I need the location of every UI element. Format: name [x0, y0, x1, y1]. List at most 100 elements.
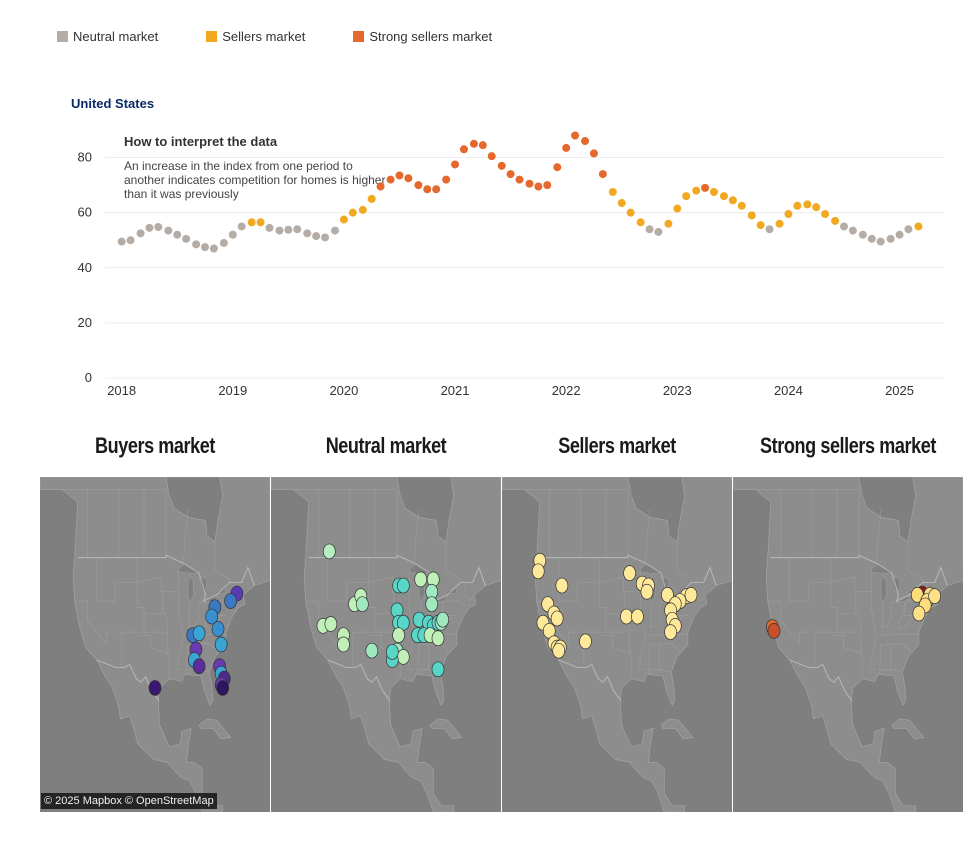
map-marker[interactable] — [431, 630, 445, 647]
map-panel-buyers[interactable] — [40, 477, 270, 812]
map-marker[interactable] — [531, 563, 545, 580]
data-point[interactable] — [525, 179, 534, 188]
data-point[interactable] — [756, 221, 765, 230]
data-point[interactable] — [423, 185, 432, 194]
map-marker[interactable] — [205, 608, 219, 625]
legend-item-sellers[interactable]: Sellers market — [206, 29, 305, 44]
map-marker[interactable] — [550, 610, 564, 627]
map-marker[interactable] — [414, 571, 428, 588]
data-point[interactable] — [553, 163, 562, 172]
data-point[interactable] — [376, 182, 385, 191]
map-panel-sellers[interactable] — [502, 477, 732, 812]
map-canvas[interactable] — [40, 477, 270, 812]
map-marker[interactable] — [620, 608, 633, 625]
map-marker[interactable] — [192, 658, 206, 675]
data-point[interactable] — [237, 222, 246, 231]
map-marker[interactable] — [640, 583, 654, 600]
data-point[interactable] — [692, 186, 701, 195]
data-point[interactable] — [598, 170, 607, 179]
map-marker[interactable] — [431, 661, 445, 678]
data-point[interactable] — [784, 210, 793, 219]
map-marker[interactable] — [912, 605, 926, 622]
map-marker[interactable] — [661, 587, 674, 603]
data-point[interactable] — [654, 227, 663, 236]
data-point[interactable] — [386, 175, 395, 184]
data-point[interactable] — [182, 234, 191, 243]
data-point[interactable] — [701, 183, 710, 192]
data-point[interactable] — [626, 208, 635, 217]
map-marker[interactable] — [664, 624, 677, 640]
map-marker[interactable] — [324, 616, 338, 632]
data-point[interactable] — [451, 160, 460, 169]
data-point[interactable] — [793, 201, 802, 210]
map-marker[interactable] — [148, 680, 162, 696]
data-point[interactable] — [321, 233, 330, 242]
data-point[interactable] — [719, 192, 728, 201]
data-point[interactable] — [673, 204, 682, 213]
map-panel-neutral[interactable] — [271, 477, 501, 812]
data-point[interactable] — [515, 175, 524, 184]
map-marker[interactable] — [928, 588, 941, 604]
map-marker[interactable] — [356, 596, 369, 613]
data-point[interactable] — [136, 229, 145, 238]
map-marker[interactable] — [436, 611, 450, 628]
data-point[interactable] — [154, 222, 163, 231]
data-point[interactable] — [395, 171, 404, 180]
data-point[interactable] — [876, 237, 885, 246]
data-point[interactable] — [562, 143, 571, 152]
data-point[interactable] — [636, 218, 645, 227]
data-point[interactable] — [682, 192, 691, 201]
map-marker[interactable] — [192, 625, 206, 642]
map-marker[interactable] — [365, 642, 379, 659]
data-point[interactable] — [737, 201, 746, 210]
data-point[interactable] — [709, 188, 718, 196]
data-point[interactable] — [914, 222, 923, 231]
map-marker[interactable] — [631, 608, 644, 625]
data-point[interactable] — [303, 229, 312, 238]
data-point[interactable] — [442, 175, 451, 184]
data-point[interactable] — [608, 188, 617, 196]
data-point[interactable] — [478, 141, 487, 150]
data-point[interactable] — [173, 230, 182, 239]
data-point[interactable] — [117, 237, 126, 246]
data-point[interactable] — [192, 240, 201, 249]
data-point[interactable] — [581, 137, 590, 146]
data-point[interactable] — [256, 218, 265, 227]
data-point[interactable] — [404, 174, 413, 183]
data-point[interactable] — [867, 234, 876, 243]
data-point[interactable] — [126, 236, 135, 245]
data-point[interactable] — [228, 230, 237, 239]
data-point[interactable] — [348, 208, 357, 217]
data-point[interactable] — [209, 244, 218, 253]
map-marker[interactable] — [623, 565, 636, 582]
data-point[interactable] — [487, 152, 496, 161]
map-marker[interactable] — [214, 636, 228, 653]
data-point[interactable] — [728, 196, 737, 205]
data-point[interactable] — [886, 234, 895, 243]
map-marker[interactable] — [216, 680, 230, 696]
map-marker[interactable] — [684, 587, 698, 603]
data-point[interactable] — [895, 230, 904, 239]
data-point[interactable] — [775, 219, 784, 228]
data-point[interactable] — [284, 225, 293, 234]
data-point[interactable] — [589, 149, 598, 158]
data-point[interactable] — [904, 225, 913, 234]
data-point[interactable] — [839, 222, 848, 231]
map-marker[interactable] — [224, 593, 237, 609]
data-point[interactable] — [164, 226, 173, 235]
data-point[interactable] — [848, 226, 857, 235]
data-point[interactable] — [645, 225, 654, 234]
data-point[interactable] — [339, 215, 348, 224]
data-point[interactable] — [201, 243, 210, 252]
data-point[interactable] — [617, 199, 626, 208]
data-point[interactable] — [747, 211, 756, 220]
data-point[interactable] — [432, 185, 441, 194]
data-point[interactable] — [358, 205, 367, 214]
data-point[interactable] — [219, 238, 228, 247]
data-point[interactable] — [543, 181, 552, 190]
map-marker[interactable] — [767, 623, 781, 639]
map-panel-strong-sellers[interactable] — [733, 477, 963, 812]
map-marker[interactable] — [385, 644, 399, 660]
data-point[interactable] — [664, 219, 673, 228]
map-marker[interactable] — [579, 633, 592, 650]
